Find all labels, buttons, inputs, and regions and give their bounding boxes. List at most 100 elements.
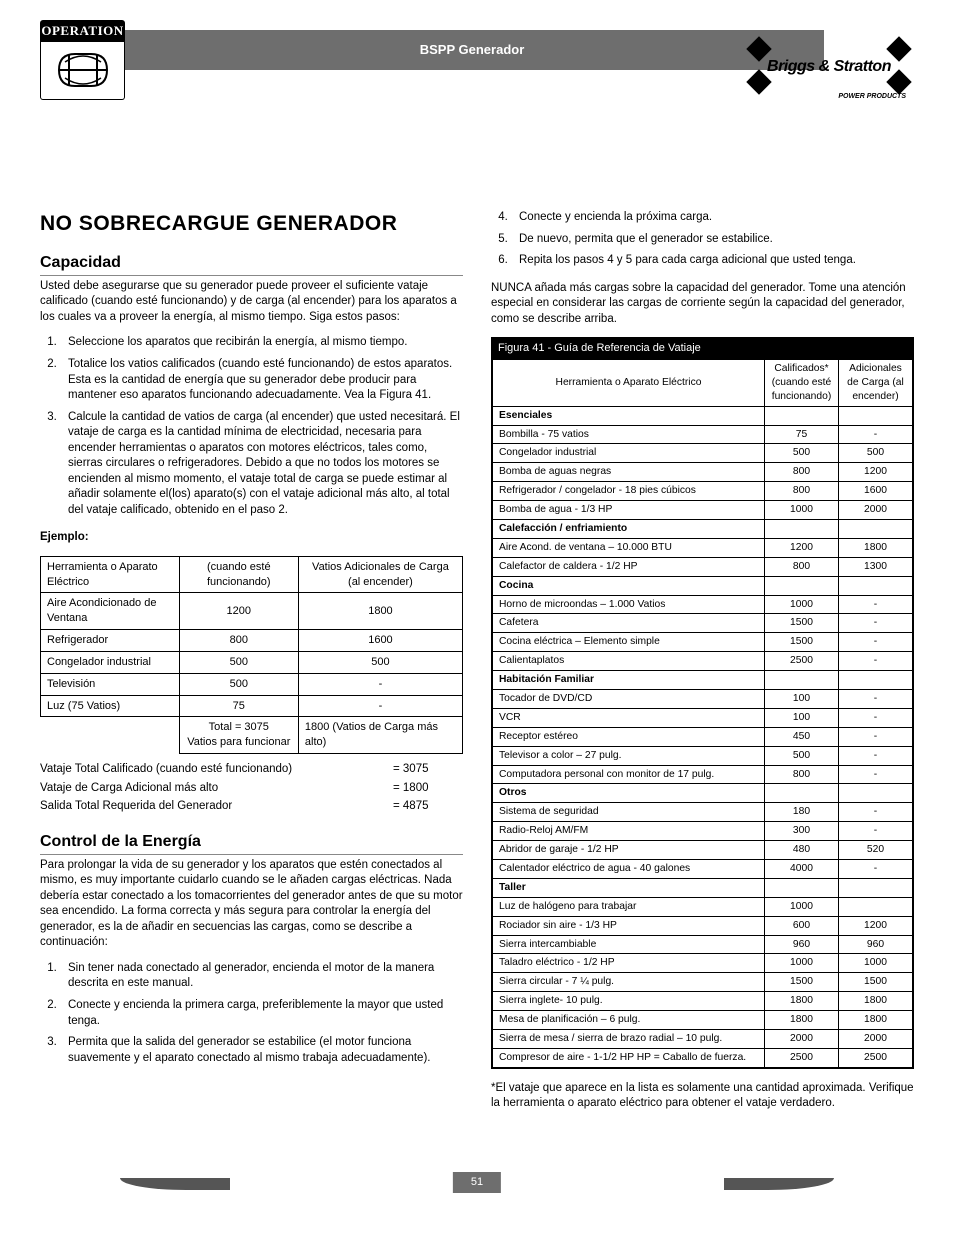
control-steps: Sin tener nada conectado al generador, e… bbox=[40, 961, 463, 1066]
ref-cell: Abridor de garaje - 1/2 HP bbox=[493, 841, 765, 860]
control-step: Repita los pasos 4 y 5 para cada carga a… bbox=[511, 253, 914, 269]
ref-cell: - bbox=[839, 652, 913, 671]
example-label: Ejemplo: bbox=[40, 530, 463, 546]
ref-cell: Bomba de agua - 1/3 HP bbox=[493, 501, 765, 520]
ref-cell: - bbox=[839, 614, 913, 633]
ref-cell: Cafetera bbox=[493, 614, 765, 633]
control-step: Conecte y encienda la próxima carga. bbox=[511, 210, 914, 226]
ref-cell: 450 bbox=[765, 727, 839, 746]
operation-icon bbox=[40, 42, 125, 100]
ref-cell bbox=[839, 576, 913, 595]
ref-cell: 2500 bbox=[839, 1048, 913, 1067]
example-cell: 500 bbox=[179, 651, 298, 673]
main-heading: NO SOBRECARGUE GENERADOR bbox=[40, 210, 463, 238]
ref-header: Herramienta o Aparato Eléctrico bbox=[493, 359, 765, 406]
ref-cell: Luz de halógeno para trabajar bbox=[493, 897, 765, 916]
example-cell: 1200 bbox=[179, 593, 298, 630]
ref-cell: - bbox=[839, 765, 913, 784]
ref-cell: Calientaplatos bbox=[493, 652, 765, 671]
figure-41: Figura 41 - Guía de Referencia de Vatiaj… bbox=[491, 337, 914, 1069]
ref-cell: Rociador sin aire - 1/3 HP bbox=[493, 916, 765, 935]
ref-cell: 1800 bbox=[765, 1011, 839, 1030]
ref-cell: 800 bbox=[765, 482, 839, 501]
ref-cell: 1300 bbox=[839, 557, 913, 576]
example-header: (cuando esté funcionando) bbox=[179, 556, 298, 593]
ref-cell: 1800 bbox=[839, 1011, 913, 1030]
ref-cell: 500 bbox=[765, 746, 839, 765]
ref-cell: 1000 bbox=[839, 954, 913, 973]
ref-cell bbox=[765, 406, 839, 425]
control-step: Permita que la salida del generador se e… bbox=[60, 1035, 463, 1066]
header-title: BSPP Generador bbox=[420, 41, 525, 59]
ref-cell: - bbox=[839, 595, 913, 614]
ref-cell: 800 bbox=[765, 765, 839, 784]
summary-value: = 1800 bbox=[393, 779, 463, 797]
capacity-intro: Usted debe asegurarse que su generador p… bbox=[40, 279, 463, 326]
capacity-heading: Capacidad bbox=[40, 252, 463, 276]
header-grey-band: BSPP Generador bbox=[120, 30, 824, 70]
ref-cell: - bbox=[839, 746, 913, 765]
ref-cell: Horno de microondas – 1.000 Vatios bbox=[493, 595, 765, 614]
ref-cell: 1000 bbox=[765, 595, 839, 614]
ref-cell bbox=[839, 897, 913, 916]
ref-cell: 2000 bbox=[839, 1030, 913, 1049]
warning-text: NUNCA añada más cargas sobre la capacida… bbox=[491, 281, 914, 328]
ref-header: Adicionales de Carga (al encender) bbox=[839, 359, 913, 406]
ref-cell bbox=[839, 519, 913, 538]
ref-cell: - bbox=[839, 633, 913, 652]
capacity-steps: Seleccione los aparatos que recibirán la… bbox=[40, 335, 463, 518]
ref-cell: Compresor de aire - 1-1/2 HP HP = Caball… bbox=[493, 1048, 765, 1067]
ref-cell: - bbox=[839, 803, 913, 822]
ref-cell: 100 bbox=[765, 689, 839, 708]
figure-title: Figura 41 - Guía de Referencia de Vatiaj… bbox=[492, 338, 913, 359]
ref-cell: Sistema de seguridad bbox=[493, 803, 765, 822]
summary-value: = 3075 bbox=[393, 760, 463, 778]
ref-cell bbox=[765, 878, 839, 897]
ref-cell: 100 bbox=[765, 708, 839, 727]
ref-cell: Aire Acond. de ventana – 10.000 BTU bbox=[493, 538, 765, 557]
capacity-step: Seleccione los aparatos que recibirán la… bbox=[60, 335, 463, 351]
example-cell: - bbox=[298, 673, 462, 695]
footer-decoration bbox=[724, 1178, 834, 1190]
ref-cell: VCR bbox=[493, 708, 765, 727]
ref-cell: 1000 bbox=[765, 954, 839, 973]
ref-cell: Computadora personal con monitor de 17 p… bbox=[493, 765, 765, 784]
ref-cell bbox=[765, 784, 839, 803]
ref-cell bbox=[765, 576, 839, 595]
ref-cell: - bbox=[839, 859, 913, 878]
ref-cell: 520 bbox=[839, 841, 913, 860]
ref-cell: 1500 bbox=[765, 633, 839, 652]
example-header: Vatios Adicionales de Carga (al encender… bbox=[298, 556, 462, 593]
example-cell: Luz (75 Vatios) bbox=[41, 695, 180, 717]
control-intro: Para prolongar la vida de su generador y… bbox=[40, 858, 463, 951]
page-header: BSPP Generador OPERATION Briggs & Stratt… bbox=[40, 30, 914, 100]
ref-cell: Taller bbox=[493, 878, 765, 897]
ref-cell: 1800 bbox=[839, 538, 913, 557]
ref-cell: 480 bbox=[765, 841, 839, 860]
ref-cell bbox=[839, 784, 913, 803]
ref-cell: 800 bbox=[765, 463, 839, 482]
ref-cell: Televisor a color – 27 pulg. bbox=[493, 746, 765, 765]
ref-cell: - bbox=[839, 425, 913, 444]
ref-cell bbox=[839, 406, 913, 425]
example-cell: 1600 bbox=[298, 630, 462, 652]
left-column: NO SOBRECARGUE GENERADOR Capacidad Usted… bbox=[40, 210, 463, 1112]
example-cell: 800 bbox=[179, 630, 298, 652]
ref-cell: - bbox=[839, 822, 913, 841]
ref-cell: Otros bbox=[493, 784, 765, 803]
ref-cell bbox=[839, 671, 913, 690]
ref-cell: Bombilla - 75 vatios bbox=[493, 425, 765, 444]
control-step: De nuevo, permita que el generador se es… bbox=[511, 232, 914, 248]
ref-cell: 2500 bbox=[765, 1048, 839, 1067]
ref-cell: Calentador eléctrico de agua - 40 galone… bbox=[493, 859, 765, 878]
ref-cell: Mesa de planificación – 6 pulg. bbox=[493, 1011, 765, 1030]
ref-cell: Sierra de mesa / sierra de brazo radial … bbox=[493, 1030, 765, 1049]
summary-label: Vataje de Carga Adicional más alto bbox=[40, 779, 393, 797]
example-cell: Televisión bbox=[41, 673, 180, 695]
ref-cell: 1200 bbox=[839, 463, 913, 482]
ref-cell: 600 bbox=[765, 916, 839, 935]
ref-cell: Congelador industrial bbox=[493, 444, 765, 463]
capacity-step: Calcule la cantidad de vatios de carga (… bbox=[60, 410, 463, 519]
summary-label: Salida Total Requerida del Generador bbox=[40, 797, 393, 815]
ref-cell: 960 bbox=[765, 935, 839, 954]
